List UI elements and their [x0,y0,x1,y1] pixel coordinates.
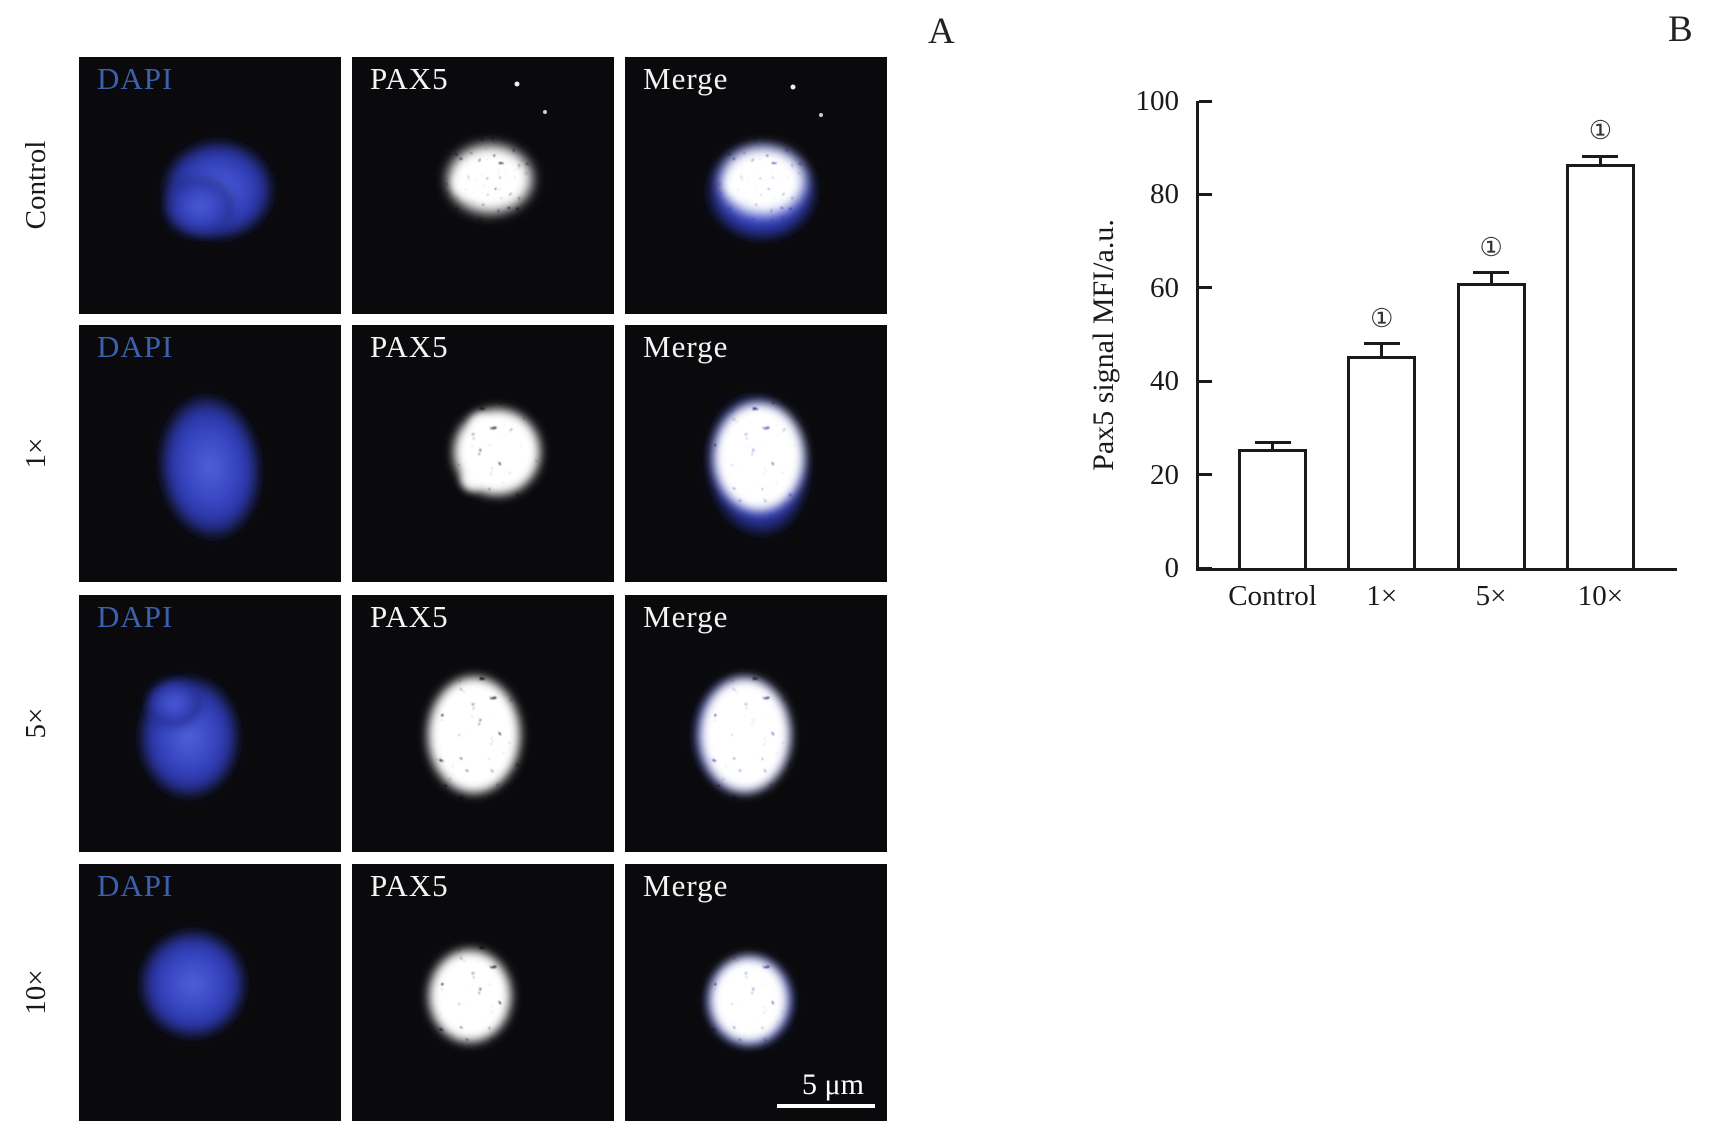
y-tick-label: 60 [1150,271,1179,304]
merge-image [702,951,798,1051]
nucleus-image [137,927,249,1041]
micrograph-10x-merge: Merge 5 μm [625,864,887,1121]
nucleus-image [136,673,242,801]
figure-label-b: B [1668,9,1693,50]
panel-a: A Control 1× 5× 10× DAPI PAX5 Merge [20,11,955,1121]
pax5-channel-label: PAX5 [370,329,449,364]
scale-bar [777,1104,875,1108]
merge-channel-label: Merge [643,329,729,364]
bar [1347,355,1417,568]
pax5-channel-label: PAX5 [370,599,449,634]
nucleus-image [156,392,264,542]
micrograph-5x-merge: Merge [625,595,887,852]
y-tick-label: 100 [1135,85,1180,117]
dapi-channel-label: DAPI [97,868,174,903]
x-tick-label: 10× [1577,580,1624,612]
y-tick [1199,286,1212,290]
bar-chart-plot-area: 0 20 40 60 80 100 Control ① 1× ① 5× ① 10× [1136,85,1677,612]
pax5-signal-image [428,677,520,793]
merge-channel-label: Merge [643,61,729,96]
annotation-circled-1: ① [1588,116,1613,146]
merge-channel-label: Merge [643,599,729,634]
y-tick [1199,473,1212,477]
error-bar-cap [1254,441,1291,445]
micrograph-1x-merge: Merge [625,325,887,582]
micrograph-1x-pax5: PAX5 [352,325,614,582]
pax5-channel-label: PAX5 [370,868,449,903]
micrograph-5x-pax5: PAX5 [352,595,614,852]
bar [1238,448,1307,568]
micrograph-10x-pax5: PAX5 [352,864,614,1121]
scale-bar-label: 5 μm [802,1068,864,1101]
row-label-10x: 10× [20,969,52,1015]
figure-label-a: A [928,11,955,52]
merge-image [703,391,813,539]
annotation-circled-1: ① [1370,303,1394,333]
pax5-signal-image [448,81,547,213]
pax5-signal-image [429,950,511,1042]
micrograph-5x-dapi: DAPI [79,595,341,852]
dapi-channel-label: DAPI [97,599,174,634]
bar [1456,283,1526,568]
x-tick-label: 1× [1366,580,1398,612]
error-bar-stem [1380,343,1384,356]
dapi-channel-label: DAPI [97,329,174,364]
micrograph-control-dapi: DAPI [79,57,341,314]
nucleus-image [160,138,276,242]
micrograph-1x-dapi: DAPI [79,325,341,582]
annotation-circled-1: ① [1479,232,1503,262]
merge-image [704,84,823,243]
y-tick [1199,192,1212,196]
pax5-channel-label: PAX5 [370,61,449,96]
error-bar-stem [1598,156,1602,165]
error-bar-stem [1489,272,1493,284]
y-tick-label: 40 [1150,365,1179,398]
y-tick [1199,566,1212,570]
micrograph-10x-dapi: DAPI [79,864,341,1121]
x-tick-label: Control [1228,580,1317,612]
bar [1565,164,1635,568]
row-label-control: Control [20,140,52,230]
y-axis-title: Pax5 signal MFI/a.u. [1087,219,1120,471]
y-tick-label: 80 [1150,178,1179,211]
error-bar-cap [1363,342,1400,346]
pax5-signal-image [454,409,540,495]
y-tick-label: 20 [1150,458,1179,491]
y-tick [1199,379,1212,383]
row-label-5x: 5× [20,707,52,739]
merge-channel-label: Merge [643,868,729,903]
x-tick-label: 5× [1475,580,1507,612]
error-bar-stem [1271,442,1274,449]
merge-image [690,672,794,798]
error-bar-cap [1582,154,1619,158]
row-label-1x: 1× [20,437,52,469]
dapi-channel-label: DAPI [97,61,174,96]
y-tick [1199,99,1212,103]
error-bar-cap [1473,271,1510,275]
micrograph-control-merge: Merge [625,57,887,314]
micrograph-control-pax5: PAX5 [352,57,614,314]
y-tick-label: 0 [1164,552,1180,584]
